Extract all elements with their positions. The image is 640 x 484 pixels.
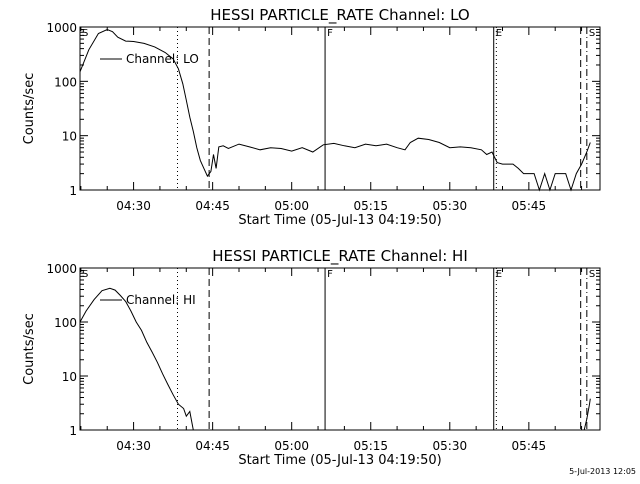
chart-title: HESSI PARTICLE_RATE Channel: LO bbox=[210, 6, 469, 25]
x-tick-label: 05:30 bbox=[433, 439, 468, 453]
x-tick-label: 05:15 bbox=[353, 439, 388, 453]
y-tick-label: 10 bbox=[62, 130, 77, 144]
legend-label: Channel: HI bbox=[126, 293, 196, 307]
x-axis-label: Start Time (05-Jul-13 04:19:50) bbox=[238, 213, 441, 228]
y-axis-label: Counts/sec bbox=[22, 73, 37, 145]
chart-title: HESSI PARTICLE_RATE Channel: HI bbox=[212, 247, 468, 266]
y-tick-label: 1000 bbox=[46, 262, 77, 276]
event-marker-label: F bbox=[327, 28, 333, 39]
hi-channel-plot: HESSI PARTICLE_RATE Channel: HI 1 10 100 100… bbox=[22, 247, 601, 468]
event-marker-label: F bbox=[327, 269, 333, 280]
x-tick-label: 05:30 bbox=[433, 199, 468, 213]
legend-label: Channel: LO bbox=[126, 52, 199, 66]
x-tick-label: 04:30 bbox=[116, 439, 151, 453]
x-tick-label: 05:00 bbox=[274, 439, 309, 453]
data-series-line bbox=[583, 398, 591, 431]
y-tick-label: 1 bbox=[69, 424, 77, 438]
x-tick-label: 04:30 bbox=[116, 199, 151, 213]
y-tick-label: 1000 bbox=[46, 21, 77, 35]
y-tick-label: 10 bbox=[62, 370, 77, 384]
x-tick-label: 05:45 bbox=[512, 439, 547, 453]
x-tick-label: 05:45 bbox=[512, 199, 547, 213]
timestamp: 5-Jul-2013 12:05 bbox=[569, 467, 636, 476]
event-marker-label: S bbox=[589, 28, 595, 39]
y-tick-label: 100 bbox=[54, 316, 77, 330]
x-axis-label: Start Time (05-Jul-13 04:19:50) bbox=[238, 453, 441, 468]
event-marker-label: E bbox=[496, 28, 502, 39]
x-tick-label: 04:45 bbox=[195, 199, 230, 213]
event-marker-label: S bbox=[589, 269, 595, 280]
lo-channel-plot: HESSI PARTICLE_RATE Channel: LO 1 10 100 100… bbox=[22, 6, 601, 228]
x-tick-label: 05:15 bbox=[353, 199, 388, 213]
y-axis-label: Counts/sec bbox=[22, 313, 37, 385]
y-tick-label: 1 bbox=[69, 184, 77, 198]
x-tick-label: 04:45 bbox=[195, 439, 230, 453]
event-marker-label: E bbox=[496, 269, 502, 280]
event-marker-label: S bbox=[82, 269, 88, 280]
x-tick-label: 05:00 bbox=[274, 199, 309, 213]
event-marker-label: S bbox=[82, 28, 88, 39]
data-series-line bbox=[79, 28, 591, 192]
y-tick-label: 100 bbox=[54, 75, 77, 89]
data-series-line bbox=[79, 287, 194, 431]
